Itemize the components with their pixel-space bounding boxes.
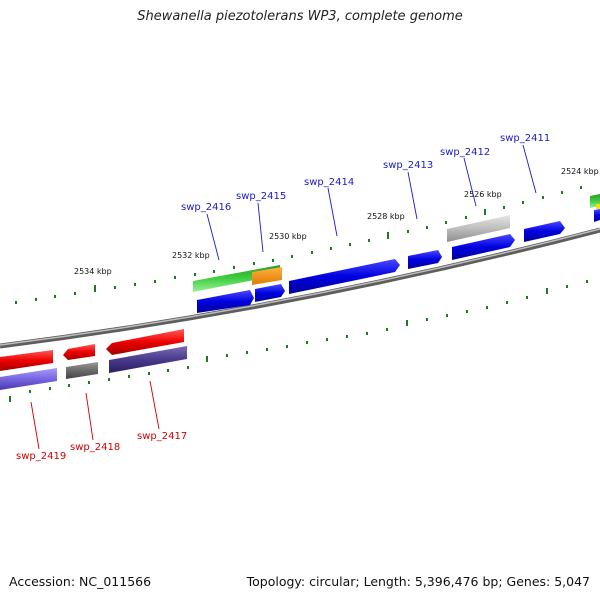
gene-swp_2412[interactable] [447, 215, 510, 242]
gene-label-swp_2412[interactable]: swp_2412 [440, 147, 490, 158]
genome-summary-text: Topology: circular; Length: 5,396,476 bp… [246, 574, 590, 589]
gene-blue-1[interactable] [197, 290, 254, 313]
gene-edge-blue[interactable] [594, 209, 600, 222]
scale-labels: 2534 kbp 2532 kbp 2530 kbp 2528 kbp 2526… [74, 167, 599, 276]
gene-swp_2414[interactable] [289, 259, 400, 294]
gene-swp_2415[interactable] [255, 284, 285, 302]
gene-swp_2418-secondary[interactable] [66, 362, 98, 379]
gene-label-swp_2416[interactable]: swp_2416 [181, 202, 231, 213]
gene-swp_2417-secondary[interactable] [109, 346, 187, 373]
scale-label-2534: 2534 kbp [74, 267, 112, 276]
gene-swp_2416-domain[interactable] [252, 267, 282, 285]
gene-swp_2419-secondary[interactable] [0, 368, 57, 390]
scale-label-2526: 2526 kbp [464, 190, 502, 199]
forward-strand-genes [193, 194, 600, 313]
label-leaders [30, 144, 537, 450]
gene-label-swp_2413[interactable]: swp_2413 [383, 160, 433, 171]
gene-swp_2418[interactable] [63, 344, 95, 360]
gene-label-swp_2417[interactable]: swp_2417 [137, 431, 187, 442]
gene-blue-5[interactable] [452, 234, 515, 260]
gene-swp_2413[interactable] [408, 250, 442, 269]
genome-backbone [0, 227, 600, 349]
upper-tick-row [15, 186, 582, 304]
accession-text: Accession: NC_011566 [9, 574, 152, 589]
gene-label-swp_2418[interactable]: swp_2418 [70, 442, 120, 453]
gene-swp_2417[interactable] [106, 329, 184, 355]
gene-swp_2411[interactable] [524, 221, 565, 242]
gene-labels: swp_2416 swp_2415 swp_2414 swp_2413 swp_… [16, 133, 550, 462]
scale-label-2528: 2528 kbp [367, 212, 405, 221]
scale-label-2532: 2532 kbp [172, 251, 210, 260]
page-title: Shewanella piezotolerans WP3, complete g… [137, 9, 463, 24]
lower-tick-row [9, 280, 588, 402]
scale-label-2524: 2524 kbp [561, 167, 599, 176]
gene-label-swp_2419[interactable]: swp_2419 [16, 451, 66, 462]
gene-label-swp_2411[interactable]: swp_2411 [500, 133, 550, 144]
scale-label-2530: 2530 kbp [269, 232, 307, 241]
reverse-strand-genes [0, 329, 187, 390]
gene-swp_2419[interactable] [0, 350, 53, 371]
gene-label-swp_2414[interactable]: swp_2414 [304, 177, 354, 188]
gene-edge-yellow [596, 204, 600, 209]
gene-label-swp_2415[interactable]: swp_2415 [236, 191, 286, 202]
